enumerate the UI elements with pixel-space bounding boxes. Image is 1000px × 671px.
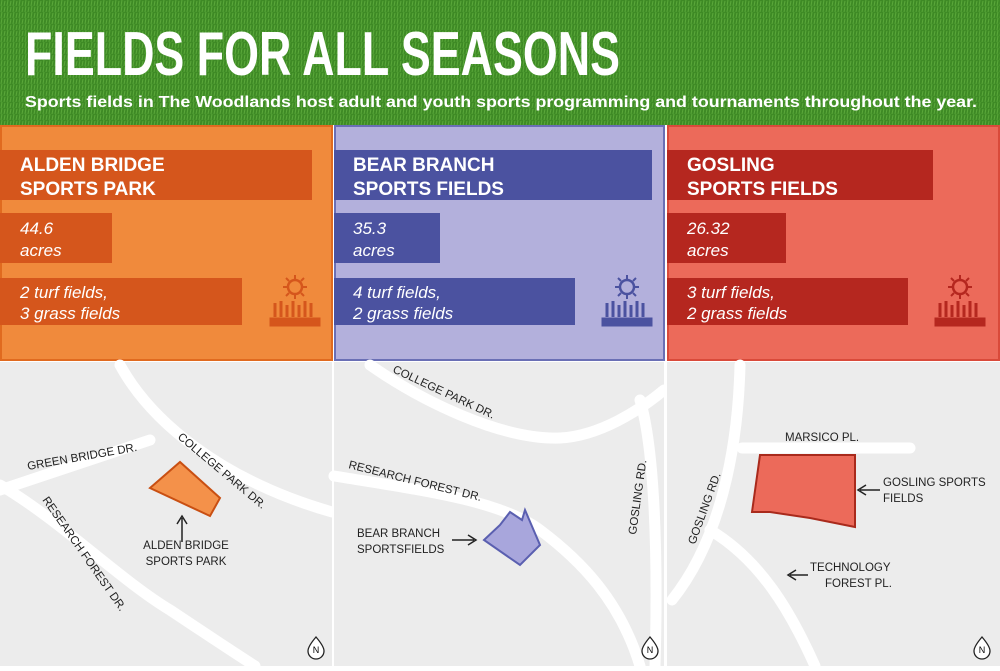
- park-label: GOSLING SPORTS: [883, 477, 986, 489]
- fields: 3 grass fields: [20, 304, 121, 323]
- park-name: SPORTS FIELDS: [687, 179, 838, 200]
- map: COLLEGE PARK DR. RESEARCH FOREST DR. GOS…: [328, 359, 670, 671]
- road-label: MARSICO PL.: [785, 432, 859, 444]
- panel-text: ALDEN BRIDGE SPORTS PARK 44.6 acres 2 tu…: [19, 155, 838, 323]
- north: N: [647, 645, 654, 655]
- park-name: ALDEN BRIDGE: [20, 155, 165, 176]
- fields: 2 grass fields: [686, 304, 788, 323]
- panel: [667, 125, 1000, 361]
- acres: acres: [687, 241, 729, 260]
- acres: 44.6: [20, 219, 54, 238]
- panel: [0, 125, 333, 361]
- subtitle: Sports fields in The Woodlands host adul…: [25, 94, 977, 111]
- map: MARSICO PL. GOSLING RD. GOSLING SPORTS F…: [666, 359, 1000, 671]
- acres: 26.32: [686, 219, 730, 238]
- park-label: ALDEN BRIDGE: [143, 540, 229, 552]
- road-label: FOREST PL.: [825, 578, 892, 590]
- fields: 2 grass fields: [352, 304, 454, 323]
- title: FIELDS FOR ALL SEASONS: [25, 20, 620, 89]
- road-label: TECHNOLOGY: [810, 562, 891, 574]
- park-name: SPORTS FIELDS: [353, 179, 504, 200]
- park-name: BEAR BRANCH: [353, 155, 494, 176]
- north: N: [313, 645, 320, 655]
- park-label: SPORTS PARK: [146, 556, 227, 568]
- park-label: FIELDS: [883, 493, 924, 505]
- map: GREEN BRIDGE DR. COLLEGE PARK DR. RESEAR…: [0, 359, 338, 671]
- header-bg: [0, 0, 1000, 125]
- park-name: SPORTS PARK: [20, 179, 156, 200]
- park-label: SPORTSFIELDS: [357, 544, 445, 556]
- north: N: [979, 645, 986, 655]
- fields: 2 turf fields,: [19, 283, 108, 302]
- park-name: GOSLING: [687, 155, 775, 176]
- acres: acres: [353, 241, 395, 260]
- acres: acres: [20, 241, 62, 260]
- fields: 4 turf fields,: [353, 283, 441, 302]
- acres: 35.3: [353, 219, 387, 238]
- park-label: BEAR BRANCH: [357, 528, 440, 540]
- panel: [334, 125, 665, 361]
- fields: 3 turf fields,: [687, 283, 775, 302]
